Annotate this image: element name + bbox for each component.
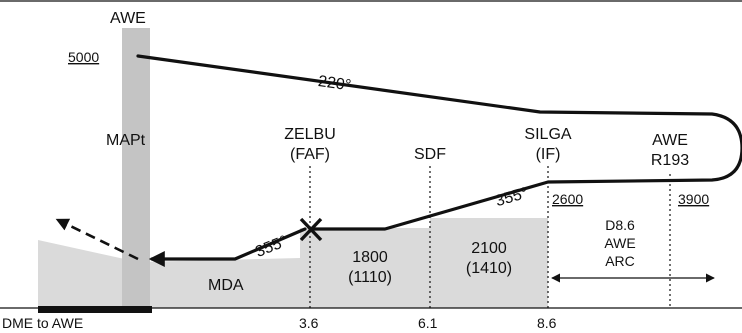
arc-end-altitude: 3900 (678, 191, 709, 207)
mapt-label: MAPt (106, 132, 146, 149)
silga-role: (IF) (536, 146, 561, 163)
seg2-altitude: 2100 (471, 240, 507, 257)
navaid-label: AWE (110, 10, 146, 27)
seg2-hat: (1410) (466, 260, 512, 277)
radial-label: R193 (651, 152, 689, 169)
navaid-band (122, 28, 150, 308)
dme-tick-sdf: 6.1 (418, 315, 438, 331)
seg1-hat: (1110) (348, 269, 392, 286)
terrain-left (38, 240, 300, 308)
radial-nav-label: AWE (652, 132, 688, 149)
arc-line-3: ARC (605, 253, 635, 269)
dme-bar (38, 306, 152, 313)
faf-cross-icon (299, 217, 323, 242)
dme-tick-silga: 8.6 (537, 315, 557, 331)
dme-axis-label: DME to AWE (2, 315, 83, 331)
seg1-altitude: 1800 (352, 249, 388, 266)
zelbu-label: ZELBU (284, 126, 336, 143)
initial-altitude: 5000 (68, 49, 99, 65)
silga-label: SILGA (524, 126, 571, 143)
terrain-step-2 (430, 218, 548, 308)
silga-altitude: 2600 (552, 191, 583, 207)
arc-line-2: AWE (604, 235, 635, 251)
final-course: 355° (253, 233, 290, 261)
sdf-label: SDF (414, 146, 446, 163)
intermediate-course: 355° (494, 185, 530, 210)
zelbu-role: (FAF) (290, 146, 330, 163)
terrain-step-1 (300, 228, 430, 308)
mda-label: MDA (208, 277, 244, 294)
dme-tick-zelbu: 3.6 (299, 315, 319, 331)
final-descent-track (148, 227, 307, 267)
arc-line-1: D8.6 (605, 217, 635, 233)
outbound-course: 220° (317, 73, 352, 94)
